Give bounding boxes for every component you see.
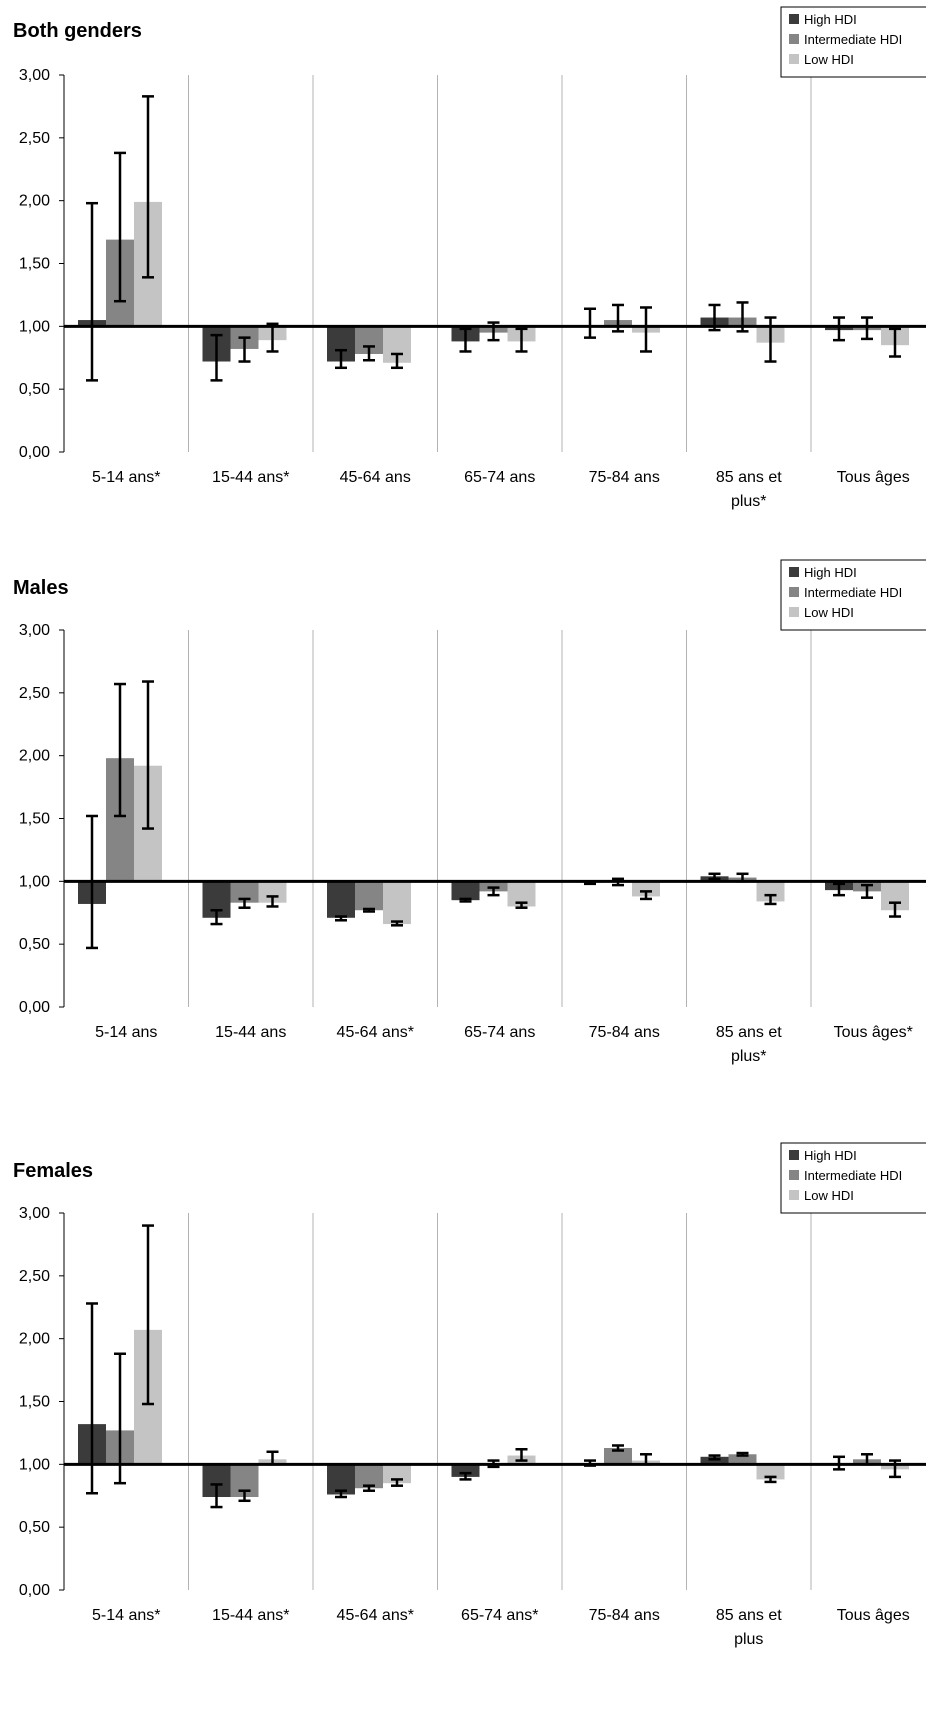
legend-swatch bbox=[789, 1190, 799, 1200]
y-tick-label: 1,00 bbox=[19, 1456, 50, 1473]
x-tick-label: 65-74 ans bbox=[464, 1024, 535, 1041]
bar bbox=[451, 881, 480, 901]
legend-swatch bbox=[789, 607, 799, 617]
bar bbox=[479, 881, 508, 892]
legend-swatch bbox=[789, 54, 799, 64]
x-tick-label: 15-44 ans* bbox=[212, 1607, 289, 1624]
y-tick-label: 2,50 bbox=[19, 130, 50, 147]
y-tick-label: 1,50 bbox=[19, 256, 50, 273]
bar bbox=[632, 881, 660, 897]
x-tick-label: 45-64 ans* bbox=[337, 1607, 414, 1624]
bar bbox=[700, 1456, 729, 1465]
legend-label: Low HDI bbox=[804, 52, 854, 67]
legend-swatch bbox=[789, 34, 799, 44]
bar bbox=[258, 881, 287, 903]
legend-swatch bbox=[789, 567, 799, 577]
x-tick-label: 65-74 ans bbox=[464, 469, 535, 486]
bar bbox=[451, 1464, 480, 1477]
legend-box bbox=[780, 6, 926, 78]
x-tick-label: Tous âges bbox=[837, 1607, 910, 1624]
x-tick-label: 15-44 ans bbox=[215, 1024, 286, 1041]
x-tick-label: 75-84 ans bbox=[589, 469, 660, 486]
panel-title: Females bbox=[13, 1160, 93, 1182]
y-tick-label: 2,00 bbox=[19, 193, 50, 210]
bar bbox=[327, 881, 355, 918]
y-tick-label: 3,00 bbox=[19, 1205, 50, 1222]
panel-title: Males bbox=[13, 577, 69, 599]
y-tick-label: 3,00 bbox=[19, 67, 50, 84]
bar bbox=[355, 1464, 383, 1489]
legend-box bbox=[780, 559, 926, 631]
x-tick-label: 75-84 ans bbox=[589, 1607, 660, 1624]
y-tick-label: 0,50 bbox=[19, 381, 50, 398]
x-tick-label: 5-14 ans bbox=[95, 1024, 157, 1041]
x-tick-label: plus bbox=[734, 1631, 763, 1648]
y-tick-label: 1,50 bbox=[19, 1394, 50, 1411]
legend-label: High HDI bbox=[804, 12, 857, 27]
legend-swatch bbox=[789, 587, 799, 597]
y-tick-label: 1,00 bbox=[19, 318, 50, 335]
bar bbox=[230, 881, 259, 903]
bar bbox=[383, 881, 411, 925]
x-tick-label: 65-74 ans* bbox=[461, 1607, 538, 1624]
y-tick-label: 0,50 bbox=[19, 936, 50, 953]
x-tick-label: 85 ans et bbox=[716, 469, 782, 486]
bar bbox=[756, 1464, 785, 1480]
bar bbox=[327, 1464, 355, 1495]
bar bbox=[756, 881, 785, 902]
y-tick-label: 2,50 bbox=[19, 685, 50, 702]
x-tick-label: 15-44 ans* bbox=[212, 469, 289, 486]
x-tick-label: Tous âges* bbox=[834, 1024, 913, 1041]
legend-label: High HDI bbox=[804, 565, 857, 580]
x-tick-label: 85 ans et bbox=[716, 1024, 782, 1041]
y-tick-label: 0,00 bbox=[19, 999, 50, 1016]
x-tick-label: 45-64 ans bbox=[340, 469, 411, 486]
y-tick-label: 3,00 bbox=[19, 622, 50, 639]
x-tick-label: 5-14 ans* bbox=[92, 1607, 161, 1624]
x-tick-label: Tous âges bbox=[837, 469, 910, 486]
legend-swatch bbox=[789, 14, 799, 24]
y-tick-label: 1,00 bbox=[19, 873, 50, 890]
legend-label: Low HDI bbox=[804, 1188, 854, 1203]
legend-swatch bbox=[789, 1150, 799, 1160]
x-tick-label: 5-14 ans* bbox=[92, 469, 161, 486]
x-tick-label: plus* bbox=[731, 493, 767, 510]
legend-label: Intermediate HDI bbox=[804, 1168, 902, 1183]
bar bbox=[728, 1454, 757, 1465]
legend-label: High HDI bbox=[804, 1148, 857, 1163]
panel-title: Both genders bbox=[13, 20, 142, 42]
y-tick-label: 0,50 bbox=[19, 1519, 50, 1536]
legend-swatch bbox=[789, 1170, 799, 1180]
y-tick-label: 2,00 bbox=[19, 748, 50, 765]
y-tick-label: 2,00 bbox=[19, 1331, 50, 1348]
bar bbox=[355, 881, 383, 911]
x-tick-label: 75-84 ans bbox=[589, 1024, 660, 1041]
bar bbox=[604, 1447, 632, 1465]
y-tick-label: 0,00 bbox=[19, 444, 50, 461]
y-tick-label: 0,00 bbox=[19, 1582, 50, 1599]
legend-box bbox=[780, 1142, 926, 1214]
y-tick-label: 2,50 bbox=[19, 1268, 50, 1285]
legend-label: Low HDI bbox=[804, 605, 854, 620]
y-tick-label: 1,50 bbox=[19, 811, 50, 828]
x-tick-label: plus* bbox=[731, 1048, 767, 1065]
x-tick-label: 45-64 ans* bbox=[337, 1024, 414, 1041]
legend-label: Intermediate HDI bbox=[804, 585, 902, 600]
x-tick-label: 85 ans et bbox=[716, 1607, 782, 1624]
legend-label: Intermediate HDI bbox=[804, 32, 902, 47]
bar bbox=[383, 1464, 411, 1484]
